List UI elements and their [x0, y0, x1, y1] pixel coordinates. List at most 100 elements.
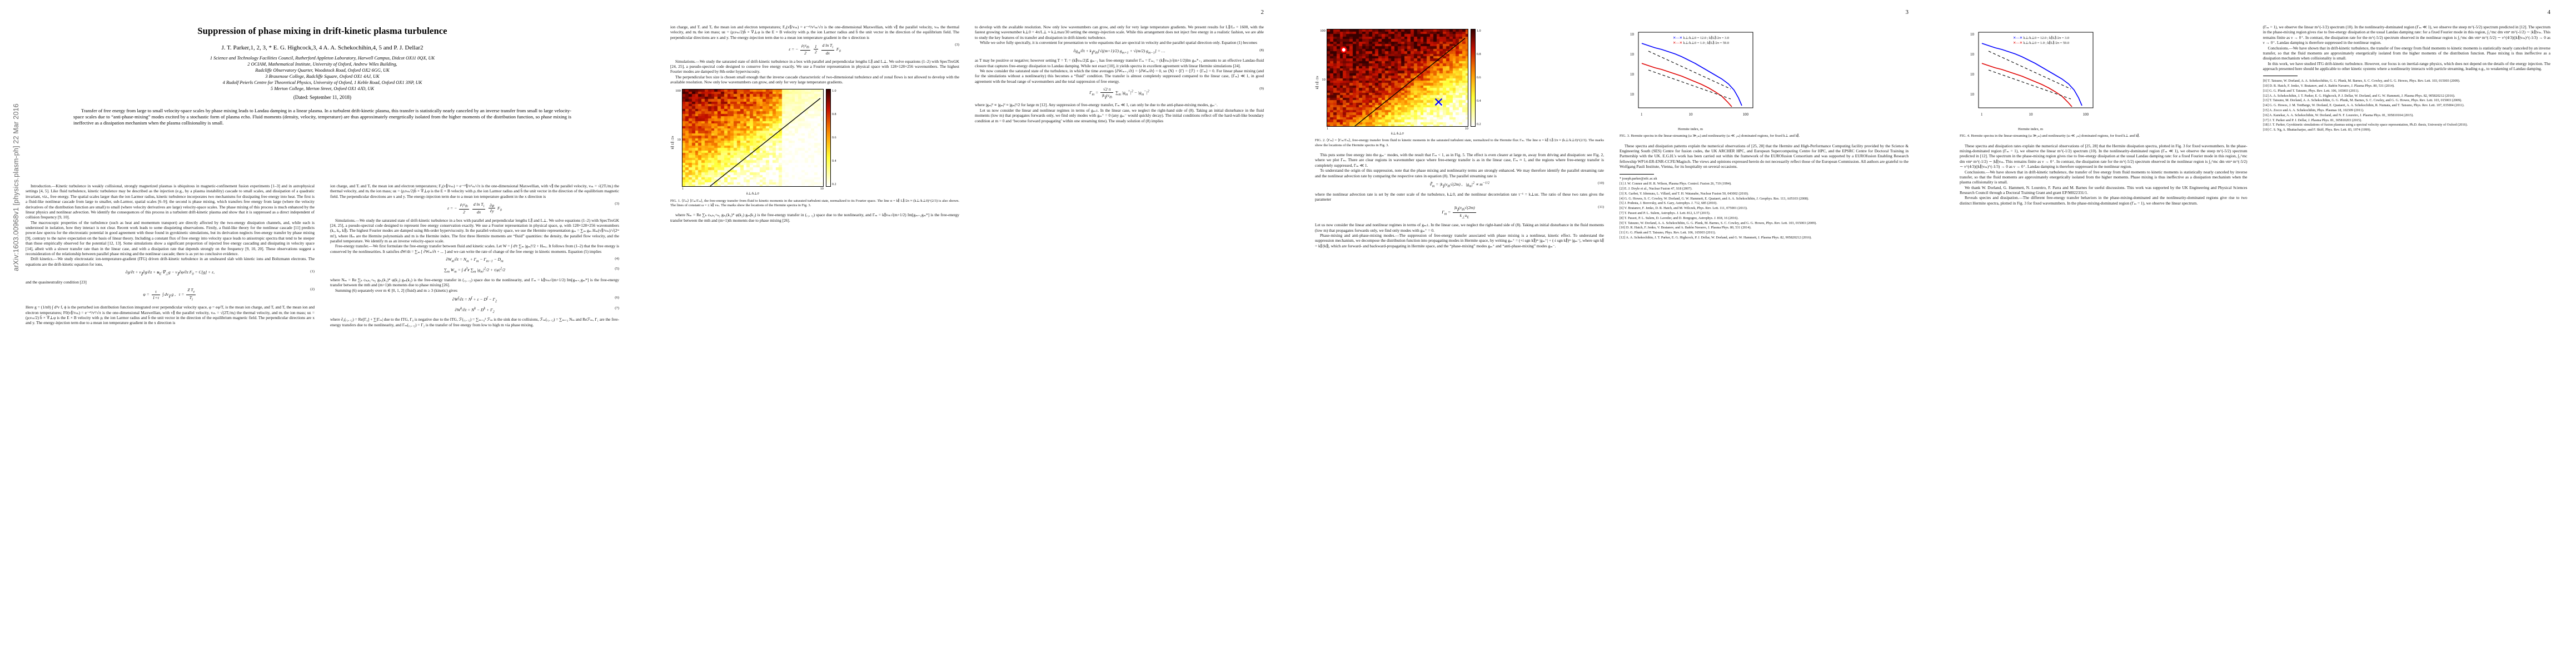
- affiliation-1: 1 Science and Technology Facilities Coun…: [210, 56, 435, 61]
- fig3-legend-entry-2: ✕—✕ k⊥/k⊥0 = 1.0 ; k∥L∥/2π = 59.0: [1673, 41, 1730, 46]
- equation-10: ∛m = |k∥|vth√(2m) , |gm|2 ∝ m−1/2 (10): [1429, 181, 1604, 188]
- p4-c1-para-2: Conclusions.—We have shown that in drift…: [1960, 169, 2248, 185]
- affiliation-2: 2 OCIAM, Mathematical Institute, Univers…: [247, 62, 397, 67]
- fig1-axes: k∥ L∥ /2π 100 10: [670, 89, 824, 196]
- svg-text:10: 10: [1630, 72, 1635, 77]
- p2-c2-para-4: We now consider the saturated state of t…: [975, 68, 1264, 84]
- fig1-xtick-10: 10: [820, 187, 824, 191]
- fig3-series-red: [1641, 63, 1732, 107]
- p1-c2-para-5: Summing (6) separately over m ∈ [0, 1, 2…: [335, 287, 457, 293]
- p1-c2-para-6: where ∂₀(ᵣ₁, ᵣ₂) = Re[Γ₀] + ∑|Γₘ| due to…: [330, 317, 619, 327]
- fig2-cbar-1: 1.0: [1476, 29, 1481, 33]
- page-3: 3 k∥ L∥ /2π 100 10: [1289, 0, 1934, 667]
- svg-text:100: 100: [2083, 112, 2089, 117]
- p1-c1-para-2: The macroscopic properties of the turbul…: [26, 220, 315, 256]
- page-2-column-1: ion charge, and Tᵢ and Tₑ the mean ion a…: [670, 24, 959, 658]
- reference-item: [16] A. Kanekar, A. A. Schekochihin, W. …: [2263, 113, 2414, 117]
- svg-text:10: 10: [1970, 72, 1975, 77]
- fig2-xlabel: k⊥/k⊥0: [1391, 131, 1404, 136]
- fig3-xlabel: Hermite index, m: [1678, 127, 1703, 131]
- p1-c2-para-4: where Nₘ = Re ∑ₖ cₖ,ₖ₁+ₖ₂ gₖ₁(k₁)* φ(k₂)…: [330, 277, 619, 288]
- reference-item: [15] A. Zocco and A. A. Schekochihin, Ph…: [2263, 108, 2364, 113]
- svg-text:10: 10: [1970, 92, 1975, 97]
- fig1-ylabel: k∥ L∥ /2π: [671, 136, 675, 150]
- fig2-xtick-1: 1: [1326, 127, 1328, 131]
- p2-c2-para-2: While we solve fully spectrally, it is c…: [980, 40, 1258, 46]
- figure-2: k∥ L∥ /2π 100 10: [1315, 29, 1604, 148]
- fig1-cbar-02: 0.2: [831, 182, 836, 187]
- fig2-cbar-04: 0.4: [1476, 99, 1481, 103]
- equation-2: φ = τ 1+τ ∫ dv∥ g , τ = Z Te Ti (2): [143, 287, 315, 302]
- reference-item: [12] A. A. Schekochihin, J. T. Parker, E…: [2263, 93, 2455, 98]
- page-1-column-2: ion charge, and Tᵢ and Tₑ the mean ion a…: [330, 183, 619, 661]
- fig4-refline-a: [1988, 51, 2071, 89]
- affiliation-4: 4 Rudolf Peierls Centre for Theoretical …: [222, 80, 422, 86]
- fig4-legend-entry-1: ✕—✕ k⊥/k⊥0 = 12.0 ; k∥L∥/2π = 3.0: [2013, 36, 2070, 40]
- fig2-yticks: 100 10: [1320, 29, 1327, 127]
- equation-3: ε = − ρivth 2 d ln Ti dx ∂φ ∂y F0 (3): [447, 202, 619, 215]
- equation-8: ∂gm/∂t + k∥vth[√((m+1)/2) gm+1 + √(m/2) …: [1073, 48, 1264, 55]
- p3-c1-para-5: Phase-mixing and anti-phase-mixing modes…: [1315, 232, 1604, 248]
- reference-item: [6] V. Bratanov, F. Jenko, D. R. Hatch, …: [1620, 206, 1748, 211]
- fig3-legend: ✕—✕ k⊥/k⊥0 = 12.0 ; k∥L∥/2π = 3.0 ✕—✕ k⊥…: [1673, 36, 1729, 46]
- page-1-column-1: Introduction.—Kinetic turbulence in weak…: [26, 183, 315, 661]
- fig4-series-red: [1981, 63, 2072, 107]
- p4-c2-para-3: In this work, we have studied ITG drift-…: [2263, 61, 2551, 71]
- fig1-colorbar-ticks: 1.0 0.8 0.6 0.4 0.2: [832, 89, 836, 187]
- affiliation-3: 3 Brasenose College, Radcliffe Square, O…: [265, 74, 380, 79]
- p3-c1-para-3: where the nonlinear advection rate is se…: [1315, 192, 1604, 202]
- fig1-cbar-08: 0.8: [831, 112, 836, 117]
- fig1-heatmap: [681, 89, 824, 187]
- svg-text:10: 10: [1970, 52, 1975, 57]
- svg-text:10: 10: [1630, 52, 1635, 57]
- page-2: 2 ion charge, and Tᵢ and Tₑ the mean ion…: [645, 0, 1289, 667]
- page-3-references: * joseph.parker@stfc.ac.uk [1] J. W. Con…: [1620, 177, 1909, 240]
- fig2-ylabel: k∥ L∥ /2π: [1316, 76, 1319, 89]
- reference-item: [19] C. S. Ng, A. Bhattacharjee, and F. …: [2263, 128, 2371, 132]
- p2-c1-para-2: Simulations.—We study the saturated stat…: [670, 58, 959, 74]
- fig4-legend: ✕—✕ k⊥/k⊥0 = 12.0 ; k∥L∥/2π = 3.0 ✕—✕ k⊥…: [2013, 36, 2069, 46]
- p1-c1-para-4: and the quasineutrality condition [23]: [26, 279, 87, 285]
- p4-c1-para-4: Reveals species and dissipation.—The dif…: [1960, 195, 2248, 206]
- figure-2-plot-area: k∥ L∥ /2π 100 10: [1315, 29, 1604, 136]
- reference-item: [11] G. G. Plunk and T. Tatsuno, Phys. R…: [1620, 231, 1716, 235]
- p3-c1-para-1: This puts some free energy into the gₘ⁻ …: [1315, 152, 1604, 168]
- fig1-cbar-04: 0.4: [831, 159, 836, 163]
- equation-11: Γm = |k∥|vth√(2m) k⊥uE (11): [1442, 205, 1604, 220]
- page-number-4: 4: [2547, 9, 2551, 16]
- fig2-cbar-08: 0.8: [1476, 52, 1481, 56]
- p3-c1-para-4: Let us now consider the linear and nonli…: [1315, 222, 1604, 233]
- fig4-xlabel: Hermite index, m: [2018, 127, 2043, 131]
- svg-text:10: 10: [2029, 112, 2034, 117]
- fig2-cbar-02: 0.2: [1476, 122, 1481, 126]
- fig2-ytick-10: 10: [1322, 78, 1326, 82]
- fig1-xlabel: k⊥/k⊥0: [746, 192, 759, 196]
- page-1: arXiv:1603.00968v1 [physics.plasm-ph] 22…: [0, 0, 645, 667]
- page-3-column-1: k∥ L∥ /2π 100 10: [1315, 24, 1604, 658]
- p3-c2-para-1: These spectra and dissipation patterns e…: [1620, 143, 1909, 170]
- page-title: Suppression of phase mixing in drift-kin…: [197, 26, 447, 36]
- fig3-legend-entry-1: ✕—✕ k⊥/k⊥0 = 12.0 ; k∥L∥/2π = 3.0: [1673, 36, 1730, 40]
- p4-c2-para-2: Conclusions.—We have shown that in drift…: [2263, 45, 2551, 61]
- p2-c2-para-6: Let us now consider the linear and nonli…: [975, 107, 1264, 123]
- svg-text:1: 1: [1641, 112, 1643, 117]
- fig1-xtick-1: 1: [681, 187, 684, 191]
- fig2-xticks: 1 10: [1327, 127, 1468, 131]
- fig1-yticks: 100 10: [675, 89, 682, 187]
- reference-item: [9] T. Tatsuno, W. Dorland, A. A. Scheko…: [2263, 79, 2460, 83]
- p2-c1-para-4: where Nₘ = Re ∑ₖ cₖ,ₖ₁+ₖ₂ gₖ₁(k₁)* φ(k₂)…: [670, 212, 959, 223]
- reference-item: [9] T. Tatsuno, W. Dorland, A. A. Scheko…: [1620, 221, 1817, 225]
- equation-7: ∂Wk/∂t = Nk − Dk + Γ2 (7): [455, 306, 619, 314]
- reference-item: * joseph.parker@stfc.ac.uk: [1620, 177, 1657, 181]
- fig4-refline-b: [1988, 69, 2071, 99]
- fig1-ytick-10: 10: [677, 138, 681, 142]
- fig4-series-blue: [1981, 43, 2082, 106]
- figure-3: 10 10 10 10 1 10 100: [1620, 29, 1909, 139]
- svg-text:10: 10: [1689, 112, 1693, 117]
- figure-1: k∥ L∥ /2π 100 10: [670, 89, 959, 208]
- reference-item: [1] J. W. Connor and H. R. Wilson, Plasm…: [1620, 182, 1732, 186]
- p4-c1-para-1: These spectra and dissipation rates expl…: [1960, 143, 2248, 170]
- page-4-column-2: (Γₘ = 1), we observe the linear m^(-1/2)…: [2263, 24, 2551, 658]
- title-block: Suppression of phase mixing in drift-kin…: [0, 0, 645, 100]
